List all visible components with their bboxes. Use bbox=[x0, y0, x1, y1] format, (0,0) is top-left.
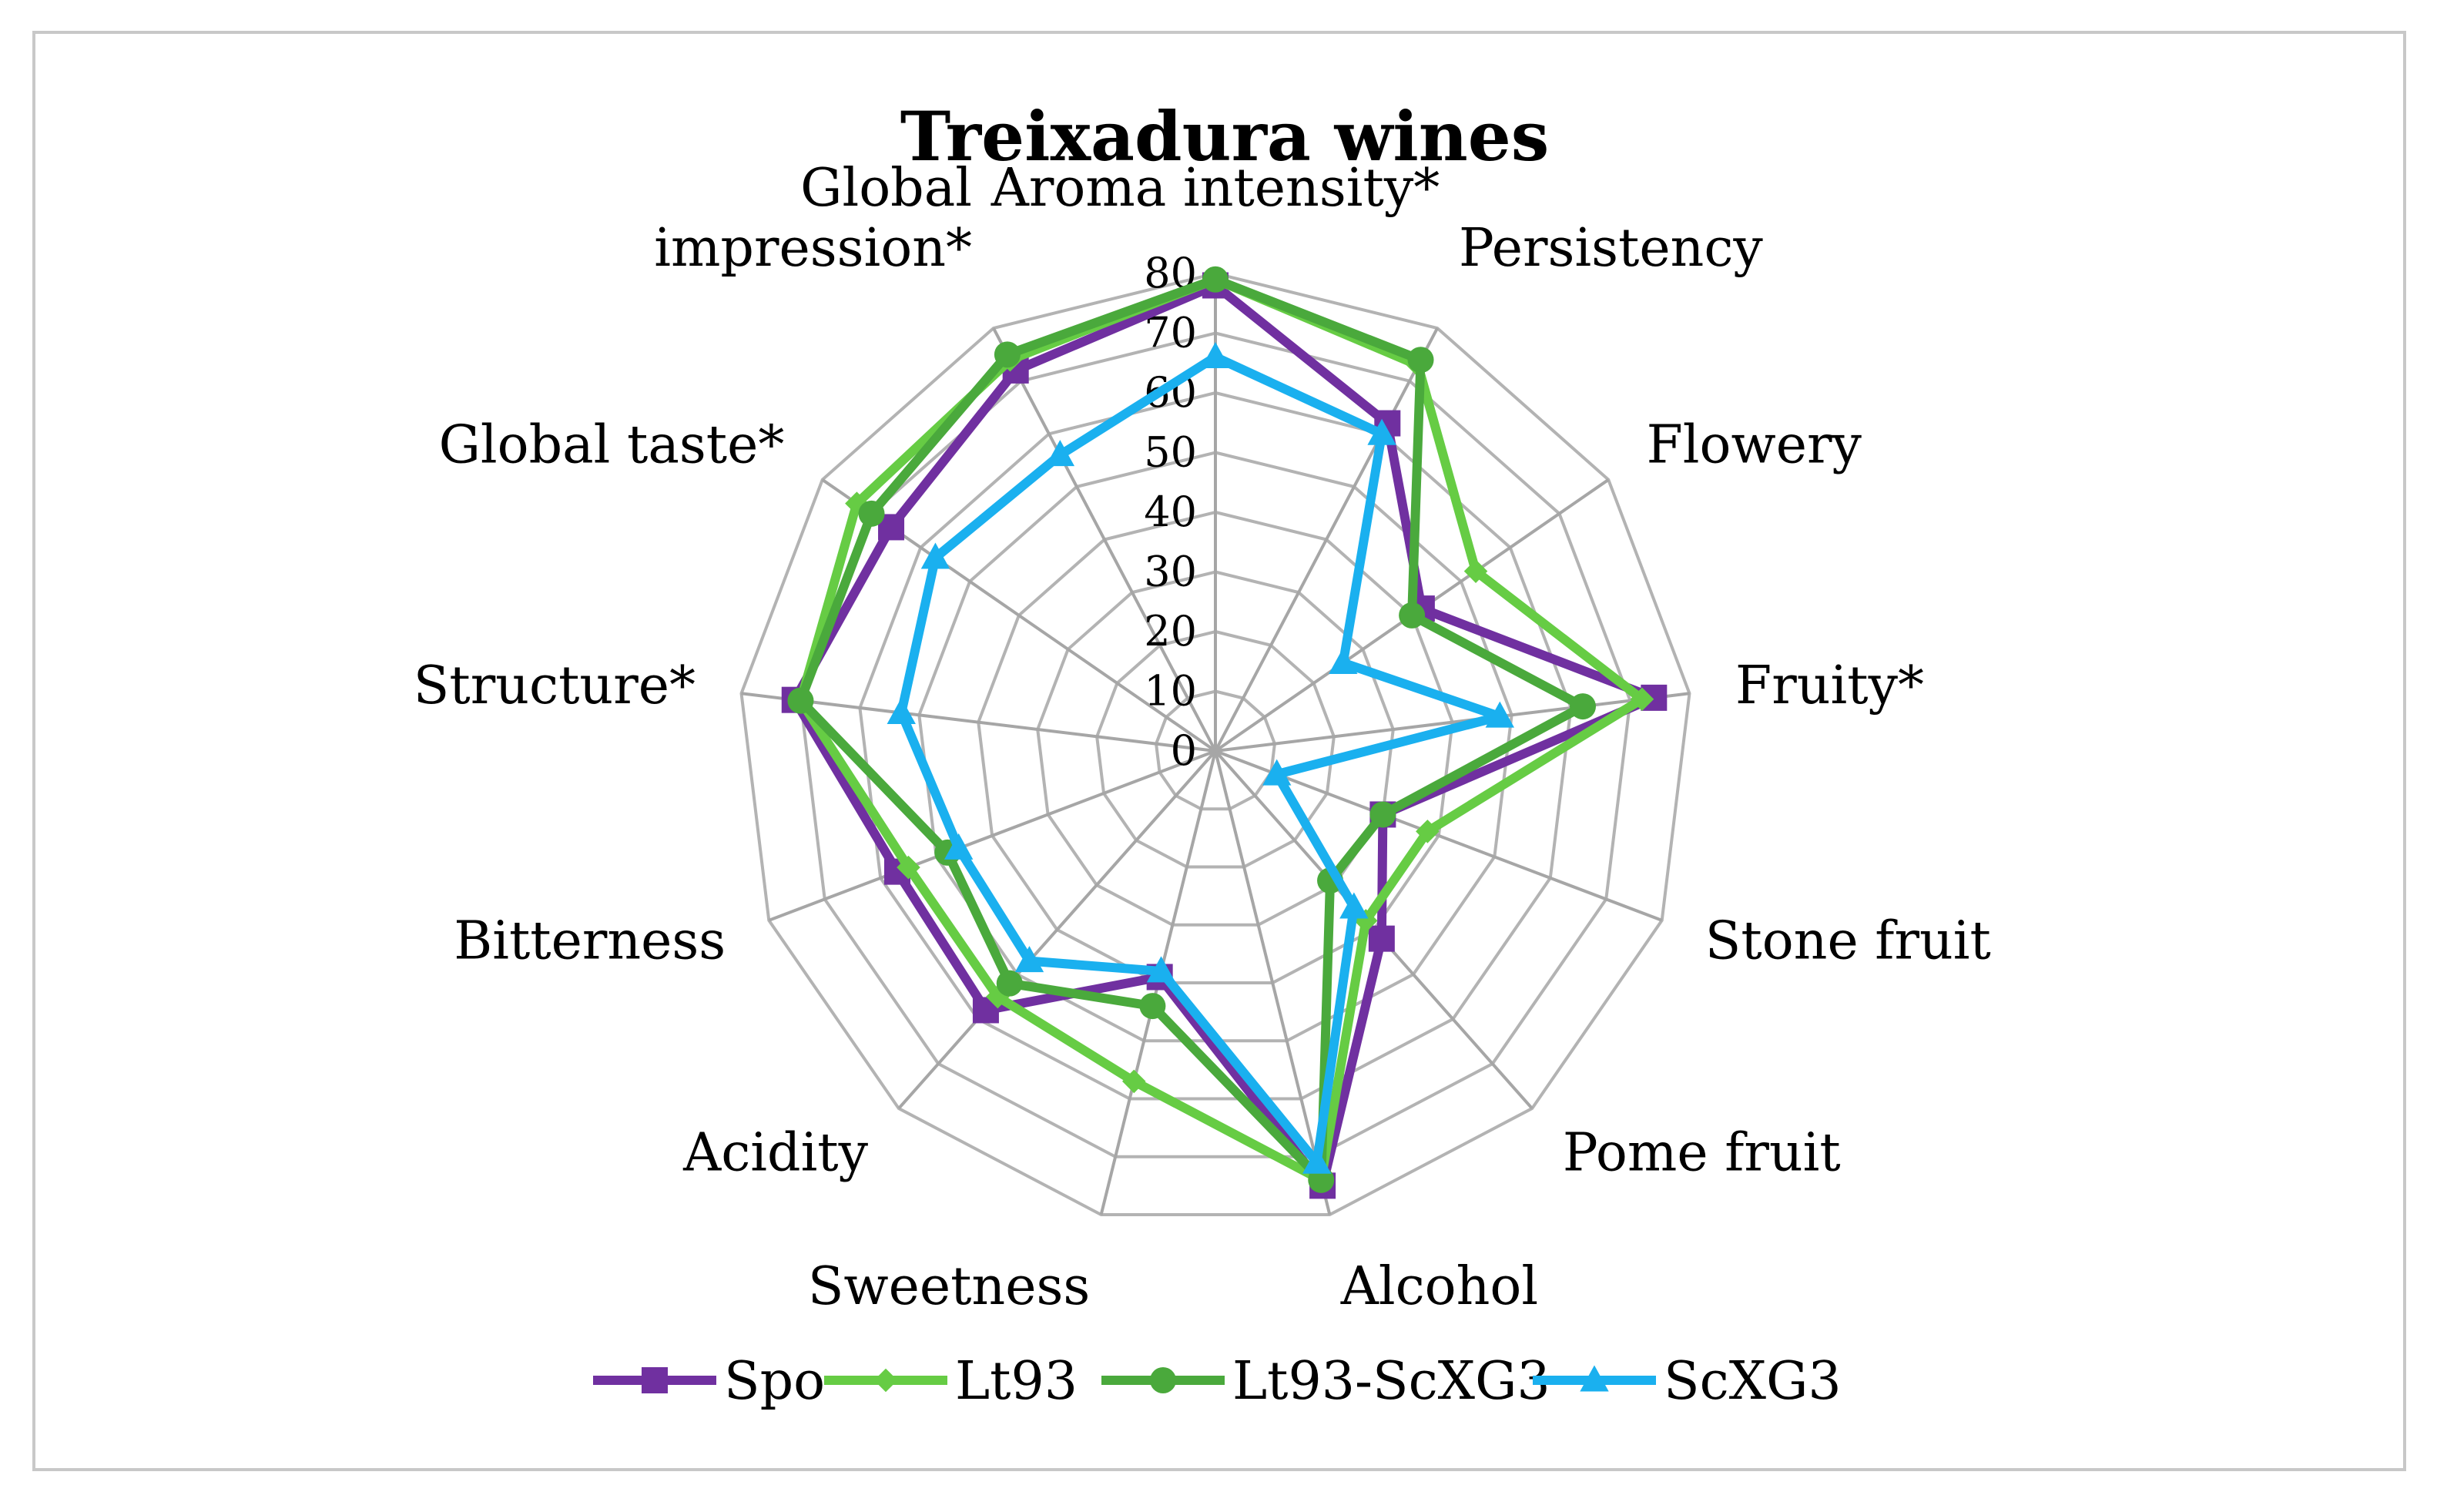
legend-label: Spo bbox=[724, 1351, 825, 1412]
data-point bbox=[1463, 559, 1488, 583]
legend-item: Lt93 bbox=[824, 1351, 1078, 1412]
legend: Spo Lt93 Lt93-ScXG3 ScXG3 bbox=[593, 1351, 1842, 1412]
data-point bbox=[1407, 347, 1434, 374]
radial-tick-label: 50 bbox=[1144, 428, 1197, 477]
radial-tick-label: 10 bbox=[1144, 667, 1197, 716]
category-label: Global taste* bbox=[439, 414, 785, 475]
data-point bbox=[1630, 687, 1654, 712]
data-point bbox=[1302, 1147, 1332, 1174]
data-point bbox=[1339, 892, 1369, 919]
data-point bbox=[897, 855, 920, 880]
data-point bbox=[787, 687, 814, 714]
radial-tick-label: 0 bbox=[1171, 726, 1197, 775]
legend-item: ScXG3 bbox=[1533, 1351, 1842, 1412]
data-point bbox=[873, 1368, 898, 1393]
data-point bbox=[1150, 1367, 1176, 1393]
legend-item: Spo bbox=[593, 1351, 825, 1412]
legend-label: Lt93 bbox=[955, 1351, 1078, 1412]
data-point bbox=[1045, 440, 1075, 467]
axis-spoke bbox=[741, 692, 1216, 753]
data-point bbox=[1399, 602, 1426, 629]
data-point bbox=[642, 1367, 668, 1393]
category-label: Stone fruit bbox=[1705, 911, 1991, 972]
data-point bbox=[1485, 701, 1514, 728]
grid-ring bbox=[1036, 570, 1395, 927]
data-point bbox=[1201, 341, 1230, 368]
category-label: Pome fruit bbox=[1563, 1122, 1841, 1183]
data-point bbox=[1146, 956, 1176, 983]
data-point bbox=[858, 500, 885, 527]
data-point bbox=[1121, 1069, 1146, 1094]
data-point bbox=[1139, 993, 1166, 1020]
series-line bbox=[796, 274, 1587, 1185]
axis-spoke bbox=[897, 749, 1217, 1110]
radial-tick-label: 20 bbox=[1144, 607, 1197, 655]
category-label: Aroma intensity* bbox=[991, 158, 1440, 219]
data-point bbox=[1416, 820, 1440, 843]
grid-ring bbox=[977, 510, 1454, 984]
axis-spoke bbox=[1214, 750, 1332, 1215]
series-lt93-scxg3 bbox=[787, 266, 1596, 1193]
axis-spoke bbox=[1215, 749, 1663, 922]
category-label: Fruity* bbox=[1735, 655, 1924, 716]
grid-ring bbox=[1095, 629, 1336, 869]
axis-spoke bbox=[1214, 327, 1439, 752]
axis-spoke bbox=[992, 327, 1217, 752]
category-label: Structure* bbox=[414, 655, 696, 716]
data-point bbox=[1262, 759, 1292, 786]
data-point bbox=[996, 970, 1023, 997]
grid-ring bbox=[858, 391, 1573, 1101]
data-point bbox=[920, 542, 950, 569]
legend-label: Lt93-ScXG3 bbox=[1232, 1351, 1550, 1412]
axis-spoke bbox=[1215, 692, 1690, 753]
data-point bbox=[994, 341, 1021, 368]
category-label: Global impression* bbox=[654, 158, 972, 279]
data-point bbox=[1580, 1365, 1609, 1392]
category-label: Sweetness bbox=[808, 1256, 1090, 1317]
axis-spoke bbox=[768, 749, 1216, 922]
data-point bbox=[1368, 925, 1395, 952]
data-point bbox=[1014, 946, 1044, 973]
data-series bbox=[781, 266, 1668, 1199]
data-point bbox=[1367, 418, 1396, 445]
category-label: Bitterness bbox=[454, 911, 726, 972]
series-scxg3 bbox=[887, 341, 1514, 1174]
category-label: Persistency bbox=[1459, 218, 1763, 279]
data-point bbox=[1202, 266, 1229, 293]
category-label: Acidity bbox=[682, 1122, 869, 1183]
data-point bbox=[1329, 647, 1358, 674]
category-labels: Aroma intensity* Persistency Flowery Fruity… bbox=[414, 158, 1991, 1317]
category-label: Flowery bbox=[1647, 414, 1862, 475]
series-line bbox=[789, 280, 1659, 1191]
series-line bbox=[897, 352, 1505, 1168]
data-point bbox=[887, 697, 916, 724]
legend-label: ScXG3 bbox=[1664, 1351, 1842, 1412]
data-point bbox=[944, 833, 974, 860]
legend-item: Lt93-ScXG3 bbox=[1101, 1351, 1550, 1412]
chart-title: Treixadura wines bbox=[900, 96, 1550, 176]
grid-ring bbox=[1155, 689, 1276, 811]
data-point bbox=[1369, 801, 1396, 828]
radial-tick-label: 40 bbox=[1144, 488, 1197, 536]
data-point bbox=[1569, 693, 1596, 720]
grid-ring bbox=[739, 271, 1691, 1216]
category-label: Alcohol bbox=[1340, 1256, 1538, 1317]
radial-tick-label: 30 bbox=[1144, 548, 1197, 596]
series-line bbox=[796, 274, 1647, 1185]
